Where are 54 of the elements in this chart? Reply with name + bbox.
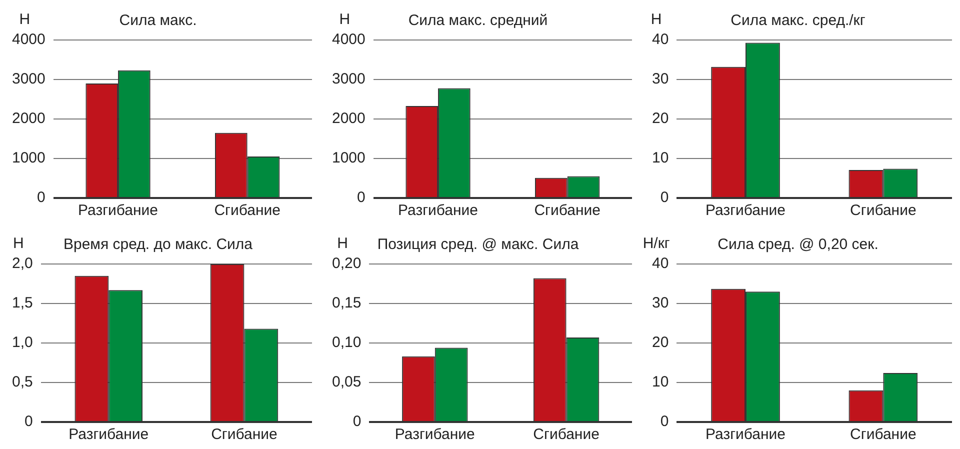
x-tick-label: Сгибание — [214, 202, 280, 220]
x-tick-label: Разгибание — [706, 426, 786, 444]
chart-title: Сила макс. средний — [408, 12, 548, 30]
y-tick-label: 10 — [652, 374, 669, 391]
y-tick-label: 0 — [352, 413, 362, 430]
y-tick-label: 3000 — [332, 70, 366, 88]
y-tick-label: 40 — [652, 31, 669, 48]
y-tick-label: 30 — [652, 70, 669, 88]
y-tick-label: 20 — [652, 110, 669, 128]
x-tick-label: Разгибание — [394, 426, 475, 444]
chart-title: Время сред. до макс. Сила — [63, 236, 254, 254]
y-tick-label: 0,20 — [332, 255, 362, 272]
x-tick-label: Сгибание — [850, 426, 916, 444]
y-tick-label: 0 — [357, 189, 366, 206]
y-tick-label: 0 — [660, 413, 669, 430]
y-axis-title: Н — [650, 11, 662, 28]
y-tick-label: 4000 — [12, 31, 46, 48]
y-tick-label: 30 — [652, 294, 669, 312]
y-tick-label: 20 — [652, 334, 669, 352]
x-tick-label: Сгибание — [533, 426, 600, 444]
y-axis-title: Н — [339, 11, 350, 28]
y-tick-label: 1000 — [12, 150, 46, 167]
x-tick-label: Сгибание — [850, 202, 916, 220]
y-tick-label: 2,0 — [12, 255, 33, 272]
y-tick-label: 0 — [660, 189, 669, 206]
y-tick-label: 3000 — [12, 70, 46, 88]
y-tick-label: 0,5 — [12, 374, 33, 391]
y-tick-label: 0 — [37, 189, 46, 206]
y-tick-label: 1000 — [332, 150, 366, 167]
x-tick-label: Разгибание — [706, 202, 786, 220]
y-axis-title: Н/кг — [642, 235, 670, 252]
y-tick-label: 4000 — [332, 31, 366, 48]
chart-title: Сила макс. сред./кг — [730, 12, 866, 30]
y-axis-title: Н — [337, 235, 348, 252]
chart-title: Позиция сред. @ макс. Сила — [377, 236, 580, 254]
y-tick-label: 1,0 — [12, 334, 33, 352]
x-tick-label: Разгибание — [398, 202, 478, 220]
y-tick-label: 1,5 — [12, 294, 33, 312]
x-tick-label: Сгибание — [534, 202, 600, 220]
x-tick-label: Разгибание — [68, 426, 149, 444]
chart-title: Сила макс. — [119, 12, 197, 30]
chart-title: Сила сред. @ 0,20 сек. — [718, 236, 878, 254]
y-tick-label: 0,10 — [332, 334, 362, 352]
x-tick-label: Сгибание — [211, 426, 278, 444]
y-axis-title: Н — [13, 235, 24, 252]
y-tick-label: 10 — [652, 150, 669, 167]
y-tick-label: 0 — [24, 413, 33, 430]
y-tick-label: 0,15 — [332, 294, 362, 312]
y-axis-title: Н — [19, 11, 30, 28]
y-tick-label: 0,05 — [332, 374, 362, 391]
y-tick-label: 2000 — [332, 110, 366, 128]
y-tick-label: 2000 — [12, 110, 46, 128]
x-tick-label: Разгибание — [78, 202, 158, 220]
y-tick-label: 40 — [652, 255, 669, 272]
